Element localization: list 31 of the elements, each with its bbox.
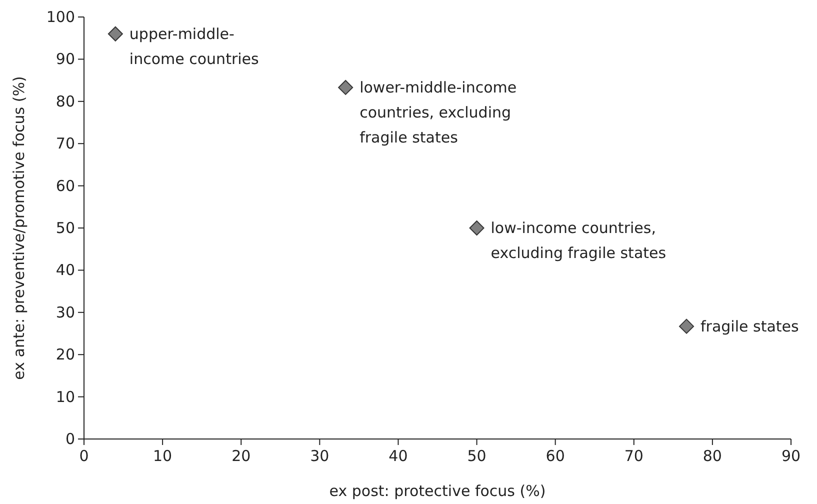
point <box>108 26 123 42</box>
y-tick-label: 50 <box>56 219 75 237</box>
y-tick-label: 90 <box>56 50 75 68</box>
x-tick-label: 30 <box>310 447 330 465</box>
annotation: upper-middle- income countries <box>129 24 260 68</box>
x-tick-label: 0 <box>79 447 89 465</box>
point <box>469 220 484 236</box>
y-tick-label: 100 <box>46 8 75 26</box>
x-tick-label: 60 <box>546 447 565 465</box>
y-tick-label: 30 <box>56 303 75 322</box>
x-tick-label: 20 <box>232 447 251 465</box>
x-tick-label: 40 <box>388 447 408 465</box>
y-tick-label: 20 <box>56 346 75 364</box>
annotation: low-income countries, excluding fragile states <box>490 219 666 262</box>
y-tick-label: 60 <box>56 176 75 195</box>
x-axis-title: ex post: protective focus (%) <box>329 482 546 500</box>
x-tick-label: 50 <box>467 447 486 465</box>
point <box>679 318 694 334</box>
y-tick-label: 70 <box>56 134 75 153</box>
annotation: lower-middle-income countries, excluding fragile states <box>360 78 517 146</box>
x-tick-label: 90 <box>781 447 801 465</box>
x-tick-label: 70 <box>624 447 644 465</box>
point <box>338 80 354 95</box>
y-tick-label: 80 <box>56 92 75 110</box>
y-tick-label: 40 <box>56 261 75 280</box>
y-axis-title: ex ante: preventive/promotive focus (%) <box>10 76 28 380</box>
x-tick-label: 80 <box>702 447 722 465</box>
y-tick-label: 0 <box>65 430 75 448</box>
annotation: fragile states <box>700 317 800 336</box>
y-tick-label: 10 <box>56 388 75 406</box>
x-tick-label: 10 <box>153 447 172 465</box>
